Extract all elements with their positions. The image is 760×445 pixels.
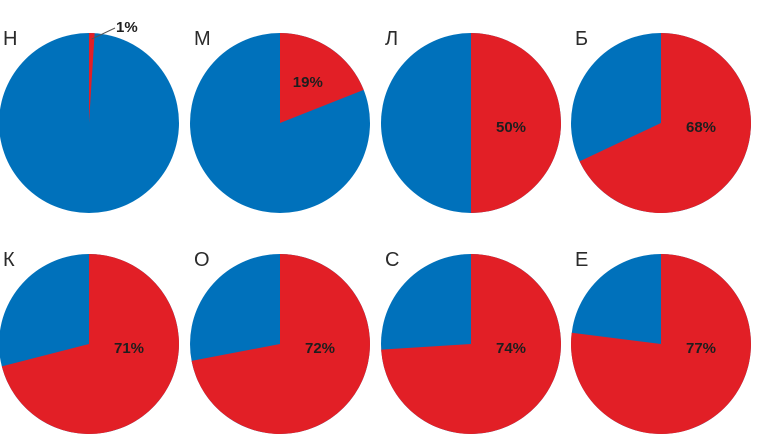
pie-slice-red <box>89 33 95 123</box>
pie-slice-blue <box>0 33 179 213</box>
pie-label: Л <box>385 28 398 50</box>
pie-label: К <box>3 249 15 271</box>
pie-slice-red <box>570 254 751 434</box>
pie-5: К 71% <box>0 249 180 435</box>
pie-label: М <box>194 28 211 50</box>
pie-7: С 74% <box>381 249 561 434</box>
pie-percent-label: 71% <box>114 340 144 357</box>
pie-percent-label: 68% <box>686 119 716 136</box>
pie-1: Н 1% <box>0 19 179 213</box>
pie-percent-label: 72% <box>305 340 335 357</box>
pie-label: Н <box>3 28 17 50</box>
pie-percent-label: 50% <box>496 119 526 136</box>
pie-slice-red <box>280 33 364 123</box>
pie-percent-label: 19% <box>293 74 323 91</box>
pie-percent-label: 77% <box>686 340 716 357</box>
pie-slice-red <box>471 33 561 213</box>
pie-slice-red <box>191 254 371 434</box>
pie-4: Б 68% <box>571 28 751 213</box>
pie-label: Е <box>575 249 588 271</box>
pie-3: Л 50% <box>381 28 561 213</box>
pie-percent-label: 1% <box>116 19 138 36</box>
pie-slice-red <box>1 254 180 435</box>
pie-label: О <box>194 249 210 271</box>
pie-label: С <box>385 249 399 271</box>
pie-slice-red <box>579 33 751 213</box>
pie-6: О 72% <box>190 249 371 434</box>
pie-2: М 19% <box>190 28 370 213</box>
pie-label: Б <box>575 28 588 50</box>
pie-8: Е 77% <box>570 249 751 434</box>
pie-percent-label: 74% <box>496 340 526 357</box>
pie-slice-red <box>381 254 561 434</box>
leader-line <box>91 27 116 40</box>
